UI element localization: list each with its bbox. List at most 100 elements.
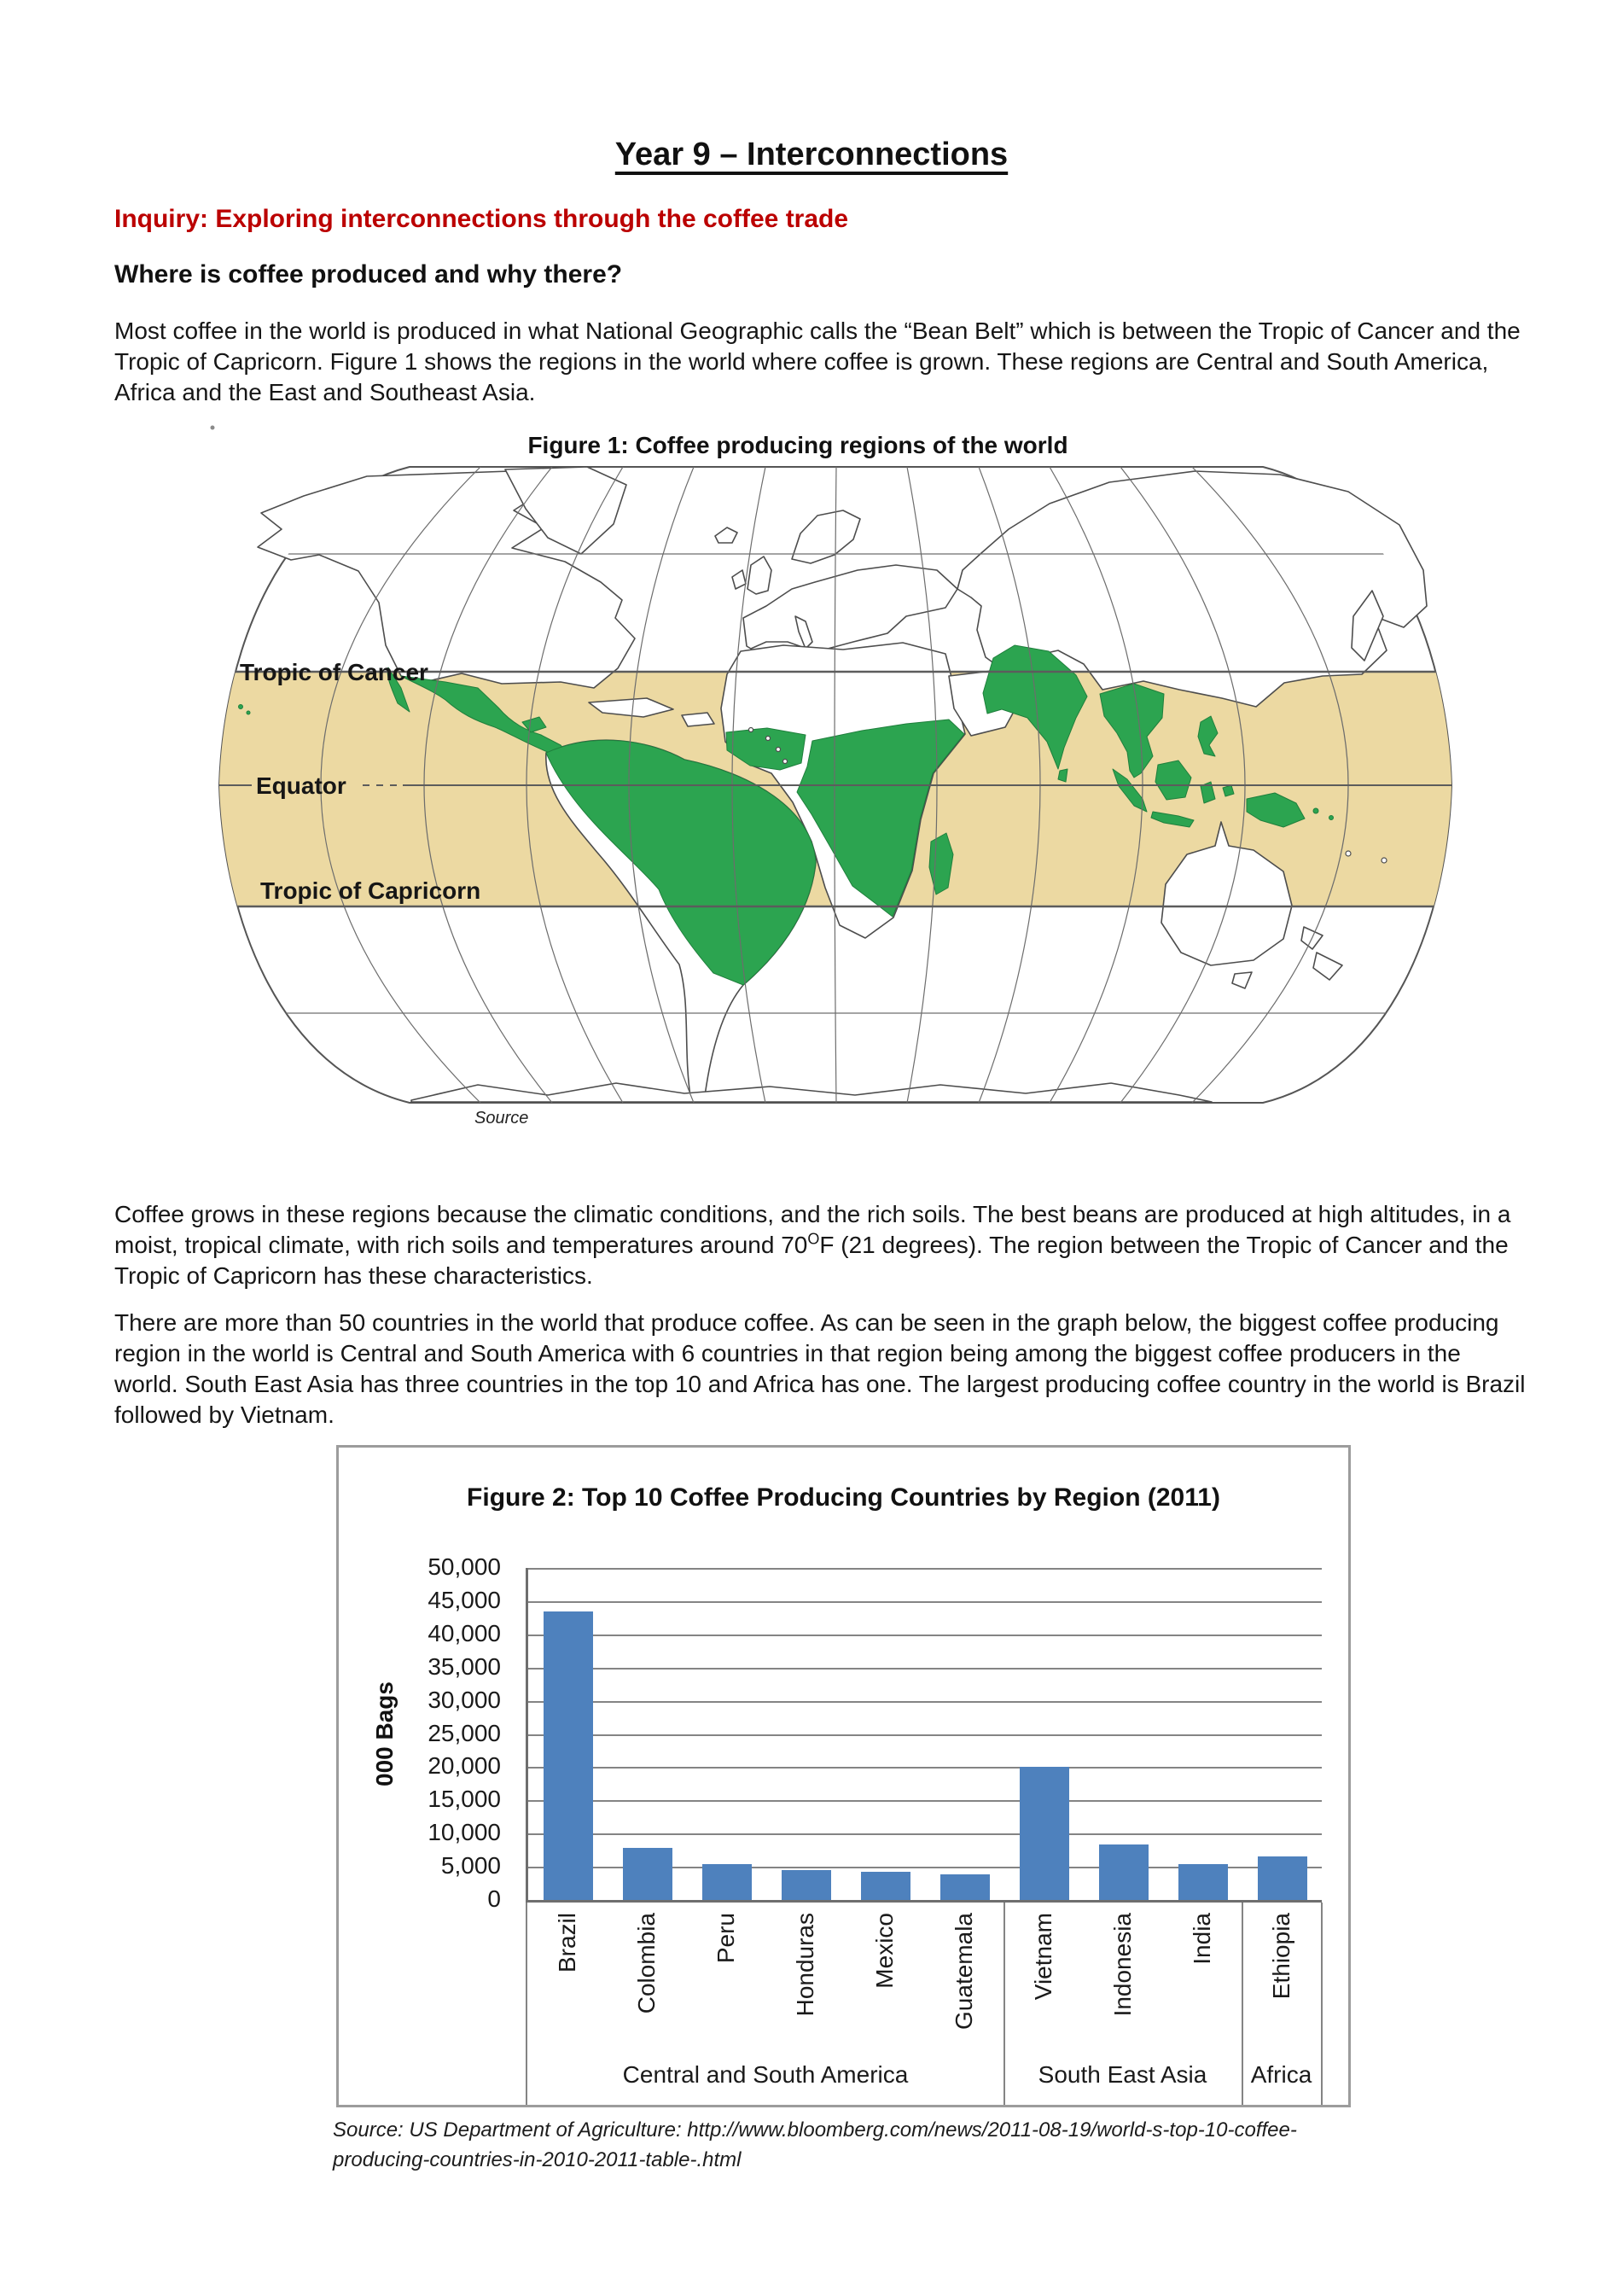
ytick-25000: 25,000 bbox=[428, 1719, 501, 1746]
category-label-Honduras: Honduras bbox=[791, 1913, 818, 2017]
coffee-south-america bbox=[545, 739, 817, 986]
category-label-Colombia: Colombia bbox=[632, 1913, 660, 2014]
section-heading: Where is coffee produced and why there? bbox=[114, 260, 623, 288]
paragraph-climate-text-2: F (21 degrees). The region between the T… bbox=[114, 1232, 1509, 1289]
coffee-moluccas bbox=[1222, 784, 1235, 797]
inquiry-heading: Inquiry: Exploring interconnections thro… bbox=[114, 205, 849, 233]
gridline-15000 bbox=[528, 1800, 1322, 1803]
paragraph-bean-belt: Most coffee in the world is produced in … bbox=[114, 318, 1521, 405]
scan-artifact bbox=[210, 425, 215, 430]
gridline-10000 bbox=[528, 1833, 1322, 1836]
europe bbox=[742, 564, 958, 650]
figure1-source-label: Source bbox=[474, 1109, 528, 1128]
paragraph-producers: There are more than 50 countries in the … bbox=[114, 1309, 1526, 1428]
ytick-30000: 30,000 bbox=[428, 1686, 501, 1713]
gridline-40000 bbox=[528, 1634, 1322, 1636]
coffee-borneo bbox=[1155, 760, 1192, 801]
ytick-5000: 5,000 bbox=[440, 1852, 501, 1879]
coffee-sri-lanka bbox=[1057, 768, 1068, 783]
coffee-pacific-island-1 bbox=[1312, 807, 1319, 814]
paragraph-climate: Coffee grows in these regions because th… bbox=[114, 1199, 1531, 1291]
coffee-yucatan bbox=[521, 716, 547, 733]
category-label-Brazil: Brazil bbox=[553, 1913, 580, 1973]
bar-Mexico bbox=[860, 1871, 910, 1900]
bar-India bbox=[1178, 1864, 1228, 1900]
bar-Brazil bbox=[543, 1611, 593, 1900]
coffee-regions bbox=[238, 644, 1334, 986]
gridline-20000 bbox=[528, 1767, 1322, 1769]
italy bbox=[794, 615, 813, 650]
chart-plot-area bbox=[526, 1568, 1322, 1903]
chart-category-axis: Brazil Colombia Peru Honduras Mexico Guatemal… bbox=[526, 1903, 1323, 2105]
coffee-indochina bbox=[1099, 683, 1165, 778]
region-divider-1 bbox=[1003, 1903, 1005, 2105]
gridline-50000 bbox=[528, 1568, 1322, 1570]
region-label-South East Asia: South East Asia bbox=[1038, 2061, 1207, 2088]
coffee-hawaii-1 bbox=[238, 704, 243, 709]
tasmania bbox=[1231, 971, 1253, 989]
category-label-Mexico: Mexico bbox=[870, 1913, 898, 1989]
coffee-java bbox=[1150, 811, 1195, 828]
gridline-5000 bbox=[528, 1867, 1322, 1869]
bar-Honduras bbox=[781, 1870, 831, 1900]
figure2-source-line1: Source: US Department of Agriculture: ht… bbox=[333, 2118, 1297, 2142]
coffee-new-guinea bbox=[1246, 792, 1306, 828]
region-label-Africa: Africa bbox=[1250, 2061, 1312, 2088]
gridline-35000 bbox=[528, 1667, 1322, 1670]
small-islands bbox=[748, 726, 1387, 864]
coffee-mexico-central-america bbox=[400, 675, 571, 757]
ytick-15000: 15,000 bbox=[428, 1786, 501, 1813]
figure1-world-map: Figure 1: Coffee producing regions of th… bbox=[210, 425, 1453, 1128]
new-zealand-south bbox=[1312, 952, 1343, 981]
coffee-pacific-island-2 bbox=[1329, 815, 1334, 820]
paragraph-climate-text-1: Coffee grows in these regions because th… bbox=[114, 1201, 1511, 1258]
figure2-source: Source: US Department of Agriculture: ht… bbox=[333, 2115, 1357, 2175]
australia bbox=[1161, 821, 1293, 966]
iceland bbox=[714, 527, 738, 544]
antarctica bbox=[410, 1082, 1213, 1103]
gridline-30000 bbox=[528, 1700, 1322, 1703]
reference-latitude-lines bbox=[219, 670, 1451, 908]
page-title: Year 9 – Interconnections bbox=[0, 137, 1623, 173]
ytick-40000: 40,000 bbox=[428, 1619, 501, 1646]
category-label-Ethiopia: Ethiopia bbox=[1267, 1913, 1294, 2000]
coffee-sulawesi bbox=[1200, 781, 1216, 804]
bar-Peru bbox=[701, 1864, 752, 1900]
hispaniola bbox=[681, 712, 715, 727]
coffee-madagascar bbox=[928, 832, 954, 895]
page-title-text: Year 9 – Interconnections bbox=[614, 137, 1009, 172]
region-divider-2 bbox=[1242, 1903, 1243, 2105]
great-britain bbox=[747, 556, 772, 595]
tropic-of-capricorn-label: Tropic of Capricorn bbox=[260, 877, 480, 904]
bar-Colombia bbox=[622, 1848, 672, 1900]
ytick-45000: 45,000 bbox=[428, 1586, 501, 1613]
region-label-Central and South America: Central and South America bbox=[622, 2061, 909, 2088]
equator-label: Equator bbox=[256, 772, 346, 799]
category-label-Vietnam: Vietnam bbox=[1029, 1913, 1056, 2001]
figure2-source-line2: producing-countries-in-2010-2011-table-.… bbox=[333, 2148, 742, 2171]
category-label-Indonesia: Indonesia bbox=[1108, 1913, 1136, 2017]
coffee-india bbox=[982, 644, 1088, 770]
figure2-chart: Figure 2: Top 10 Coffee Producing Countr… bbox=[336, 1445, 1351, 2107]
gridline-25000 bbox=[528, 1734, 1322, 1736]
coffee-central-east-africa bbox=[796, 719, 965, 918]
category-label-Peru: Peru bbox=[712, 1913, 739, 1964]
ytick-20000: 20,000 bbox=[428, 1752, 501, 1780]
coffee-hawaii-2 bbox=[246, 710, 251, 715]
scandinavia bbox=[791, 510, 861, 564]
gridline-45000 bbox=[528, 1600, 1322, 1603]
ytick-50000: 50,000 bbox=[428, 1553, 501, 1580]
category-label-India: India bbox=[1188, 1913, 1215, 1965]
bar-Vietnam bbox=[1019, 1767, 1069, 1900]
chart-title: Figure 2: Top 10 Coffee Producing Countr… bbox=[467, 1483, 1220, 1512]
figure1-title: Figure 1: Coffee producing regions of th… bbox=[527, 432, 1067, 458]
cuba bbox=[588, 697, 674, 718]
bar-Indonesia bbox=[1098, 1844, 1149, 1900]
ytick-0: 0 bbox=[487, 1885, 501, 1912]
category-label-Guatemala: Guatemala bbox=[950, 1913, 977, 2030]
bar-Ethiopia bbox=[1257, 1856, 1307, 1900]
japan bbox=[1351, 590, 1384, 661]
ytick-35000: 35,000 bbox=[428, 1652, 501, 1680]
tropic-of-cancer-label: Tropic of Cancer bbox=[240, 659, 428, 685]
